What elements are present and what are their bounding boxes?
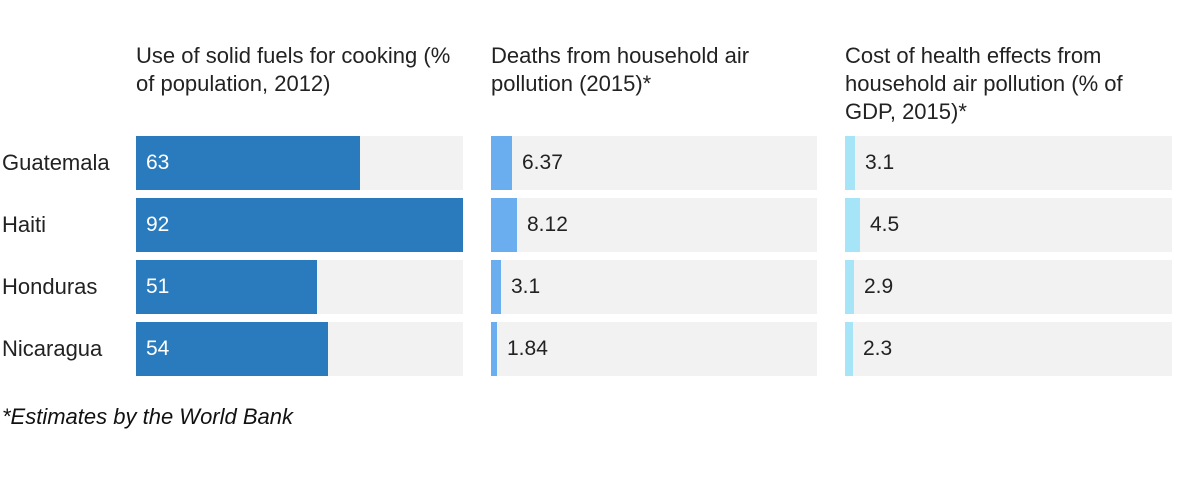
row-label-haiti: Haiti [2,212,47,237]
bar-3-honduras [845,260,854,314]
value-label-2-haiti: 8.12 [527,213,568,236]
row-label-honduras: Honduras [2,274,98,299]
bar-1-nicaragua [136,322,328,376]
footnote: *Estimates by the World Bank [2,404,294,429]
value-label-1-honduras: 51 [146,275,170,298]
value-label-2-honduras: 3.1 [511,275,541,298]
panel-title-1: Use of solid fuels for cooking (% of pop… [136,43,451,96]
value-label-3-nicaragua: 2.3 [863,337,893,360]
value-label-1-nicaragua: 54 [146,337,170,360]
bar-track-3-haiti: 4.5 [845,198,1172,252]
panel-title-2: Deaths from household air pollution (201… [491,43,750,96]
value-label-2-nicaragua: 1.84 [507,337,548,360]
panel-title-3: Cost of health effects from household ai… [845,43,1123,124]
bar-track-2-haiti: 8.12 [491,198,817,252]
bar-3-haiti [845,198,860,252]
bar-1-haiti [136,198,463,252]
bar-track-2-honduras: 3.1 [491,260,817,314]
bar-track-2-nicaragua: 1.84 [491,322,817,376]
value-label-1-guatemala: 63 [146,151,170,174]
value-label-3-haiti: 4.5 [870,213,900,236]
bar-1-guatemala [136,136,360,190]
bar-3-guatemala [845,136,855,190]
bar-track-3-honduras: 2.9 [845,260,1172,314]
bar-track-3-guatemala: 3.1 [845,136,1172,190]
bar-2-haiti [491,198,517,252]
bar-track-2-guatemala: 6.37 [491,136,817,190]
bar-2-nicaragua [491,322,497,376]
value-label-2-guatemala: 6.37 [522,151,563,174]
bar-2-honduras [491,260,501,314]
value-label-3-honduras: 2.9 [864,275,894,298]
bar-track-3-nicaragua: 2.3 [845,322,1172,376]
value-label-1-haiti: 92 [146,213,170,236]
row-label-nicaragua: Nicaragua [2,336,103,361]
bar-3-nicaragua [845,322,853,376]
bar-track-1-honduras: 51 [136,260,463,314]
row-label-guatemala: Guatemala [2,150,110,175]
value-label-3-guatemala: 3.1 [865,151,895,174]
bar-track-1-haiti: 92 [136,198,463,252]
bar-track-1-guatemala: 63 [136,136,463,190]
bar-1-honduras [136,260,317,314]
bar-track-1-nicaragua: 54 [136,322,463,376]
bar-2-guatemala [491,136,512,190]
